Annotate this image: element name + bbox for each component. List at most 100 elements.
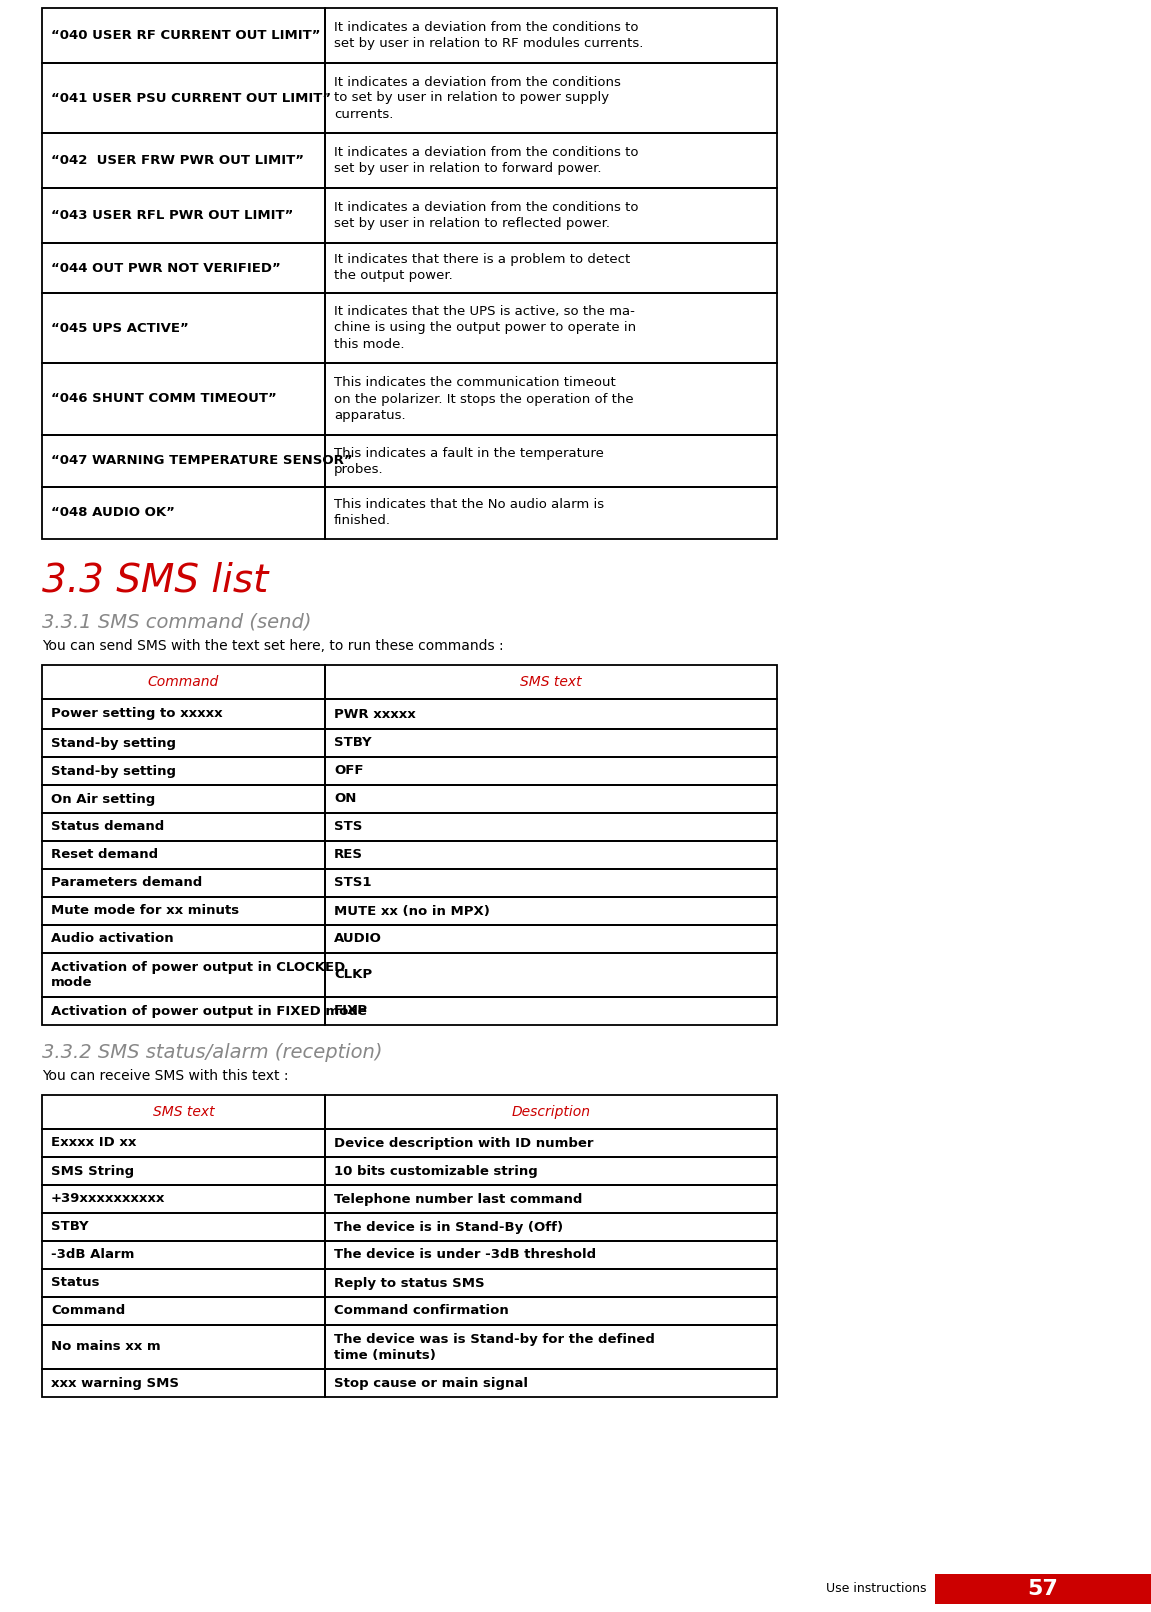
Bar xyxy=(325,953,777,996)
Bar xyxy=(41,363,325,435)
Text: Command confirmation: Command confirmation xyxy=(334,1304,509,1317)
Text: Power setting to xxxxx: Power setting to xxxxx xyxy=(51,708,222,721)
Bar xyxy=(41,758,325,785)
Bar xyxy=(325,63,777,134)
Text: Command: Command xyxy=(147,675,219,688)
Text: Activation of power output in FIXED mode: Activation of power output in FIXED mode xyxy=(51,1004,367,1017)
Text: Status demand: Status demand xyxy=(51,821,165,833)
Bar xyxy=(325,1185,777,1212)
Text: Exxxx ID xx: Exxxx ID xx xyxy=(51,1136,136,1149)
Bar xyxy=(935,1573,1151,1604)
Text: “041 USER PSU CURRENT OUT LIMIT”: “041 USER PSU CURRENT OUT LIMIT” xyxy=(51,92,331,105)
Bar xyxy=(325,189,777,243)
Bar xyxy=(41,729,325,758)
Text: “046 SHUNT COMM TIMEOUT”: “046 SHUNT COMM TIMEOUT” xyxy=(51,392,276,406)
Text: AUDIO: AUDIO xyxy=(334,932,382,946)
Text: The device was is Stand-by for the defined
time (minuts): The device was is Stand-by for the defin… xyxy=(334,1333,655,1362)
Bar xyxy=(41,293,325,363)
Bar xyxy=(325,869,777,896)
Bar xyxy=(41,869,325,896)
Bar xyxy=(325,1128,777,1157)
Text: Parameters demand: Parameters demand xyxy=(51,877,203,890)
Text: “047 WARNING TEMPERATURE SENSOR”: “047 WARNING TEMPERATURE SENSOR” xyxy=(51,455,352,467)
Text: RES: RES xyxy=(334,848,363,861)
Bar xyxy=(325,841,777,869)
Bar xyxy=(325,896,777,925)
Bar xyxy=(41,1369,325,1398)
Text: The device is in Stand-By (Off): The device is in Stand-By (Off) xyxy=(334,1220,563,1233)
Bar xyxy=(325,785,777,812)
Text: SMS String: SMS String xyxy=(51,1164,135,1177)
Bar xyxy=(325,1241,777,1269)
Bar xyxy=(41,953,325,996)
Text: Stand-by setting: Stand-by setting xyxy=(51,737,176,750)
Bar xyxy=(41,812,325,841)
Text: Stop cause or main signal: Stop cause or main signal xyxy=(334,1377,528,1390)
Bar xyxy=(325,666,777,700)
Text: 3.3.2 SMS status/alarm (reception): 3.3.2 SMS status/alarm (reception) xyxy=(41,1043,382,1062)
Text: MUTE xx (no in MPX): MUTE xx (no in MPX) xyxy=(334,904,490,917)
Bar xyxy=(41,925,325,953)
Bar xyxy=(41,666,325,700)
Text: This indicates that the No audio alarm is
finished.: This indicates that the No audio alarm i… xyxy=(334,498,604,527)
Text: No mains xx m: No mains xx m xyxy=(51,1341,161,1354)
Bar xyxy=(41,1241,325,1269)
Text: Device description with ID number: Device description with ID number xyxy=(334,1136,594,1149)
Bar xyxy=(325,1212,777,1241)
Bar xyxy=(325,1298,777,1325)
Text: STS: STS xyxy=(334,821,363,833)
Text: SMS text: SMS text xyxy=(520,675,581,688)
Text: STBY: STBY xyxy=(334,737,372,750)
Bar xyxy=(41,785,325,812)
Bar xyxy=(41,841,325,869)
Text: 57: 57 xyxy=(1028,1580,1059,1599)
Bar xyxy=(325,243,777,293)
Text: “044 OUT PWR NOT VERIFIED”: “044 OUT PWR NOT VERIFIED” xyxy=(51,261,281,274)
Bar xyxy=(325,435,777,487)
Text: Stand-by setting: Stand-by setting xyxy=(51,764,176,777)
Text: Status: Status xyxy=(51,1277,99,1290)
Text: Mute mode for xx minuts: Mute mode for xx minuts xyxy=(51,904,239,917)
Text: “043 USER RFL PWR OUT LIMIT”: “043 USER RFL PWR OUT LIMIT” xyxy=(51,210,294,222)
Text: Telephone number last command: Telephone number last command xyxy=(334,1193,582,1206)
Text: 10 bits customizable string: 10 bits customizable string xyxy=(334,1164,538,1177)
Bar xyxy=(41,1095,325,1128)
Text: “042  USER FRW PWR OUT LIMIT”: “042 USER FRW PWR OUT LIMIT” xyxy=(51,155,304,168)
Bar xyxy=(325,487,777,538)
Text: It indicates a deviation from the conditions to
set by user in relation to refle: It indicates a deviation from the condit… xyxy=(334,202,639,231)
Bar xyxy=(325,925,777,953)
Bar xyxy=(41,1269,325,1298)
Text: Use instructions: Use instructions xyxy=(826,1583,927,1596)
Text: -3dB Alarm: -3dB Alarm xyxy=(51,1249,135,1262)
Text: Description: Description xyxy=(511,1104,590,1119)
Text: Activation of power output in CLOCKED
mode: Activation of power output in CLOCKED mo… xyxy=(51,961,345,990)
Bar xyxy=(325,812,777,841)
Text: “045 UPS ACTIVE”: “045 UPS ACTIVE” xyxy=(51,321,189,335)
Text: SMS text: SMS text xyxy=(153,1104,214,1119)
Text: It indicates that the UPS is active, so the ma-
chine is using the output power : It indicates that the UPS is active, so … xyxy=(334,306,637,350)
Bar xyxy=(41,1212,325,1241)
Text: Audio activation: Audio activation xyxy=(51,932,174,946)
Text: 3.3.1 SMS command (send): 3.3.1 SMS command (send) xyxy=(41,613,312,632)
Text: On Air setting: On Air setting xyxy=(51,793,155,806)
Bar xyxy=(325,1095,777,1128)
Text: FIXP: FIXP xyxy=(334,1004,368,1017)
Text: CLKP: CLKP xyxy=(334,969,372,982)
Bar xyxy=(41,63,325,134)
Bar xyxy=(325,363,777,435)
Bar xyxy=(41,134,325,189)
Text: This indicates a fault in the temperature
probes.: This indicates a fault in the temperatur… xyxy=(334,447,604,476)
Text: You can send SMS with the text set here, to run these commands :: You can send SMS with the text set here,… xyxy=(41,638,504,653)
Bar xyxy=(41,1128,325,1157)
Bar xyxy=(325,729,777,758)
Text: You can receive SMS with this text :: You can receive SMS with this text : xyxy=(41,1069,289,1083)
Bar xyxy=(41,1298,325,1325)
Text: ON: ON xyxy=(334,793,357,806)
Bar xyxy=(325,1157,777,1185)
Text: PWR xxxxx: PWR xxxxx xyxy=(334,708,416,721)
Text: Command: Command xyxy=(51,1304,125,1317)
Text: Reset demand: Reset demand xyxy=(51,848,158,861)
Bar xyxy=(325,1369,777,1398)
Text: The device is under -3dB threshold: The device is under -3dB threshold xyxy=(334,1249,596,1262)
Text: “040 USER RF CURRENT OUT LIMIT”: “040 USER RF CURRENT OUT LIMIT” xyxy=(51,29,320,42)
